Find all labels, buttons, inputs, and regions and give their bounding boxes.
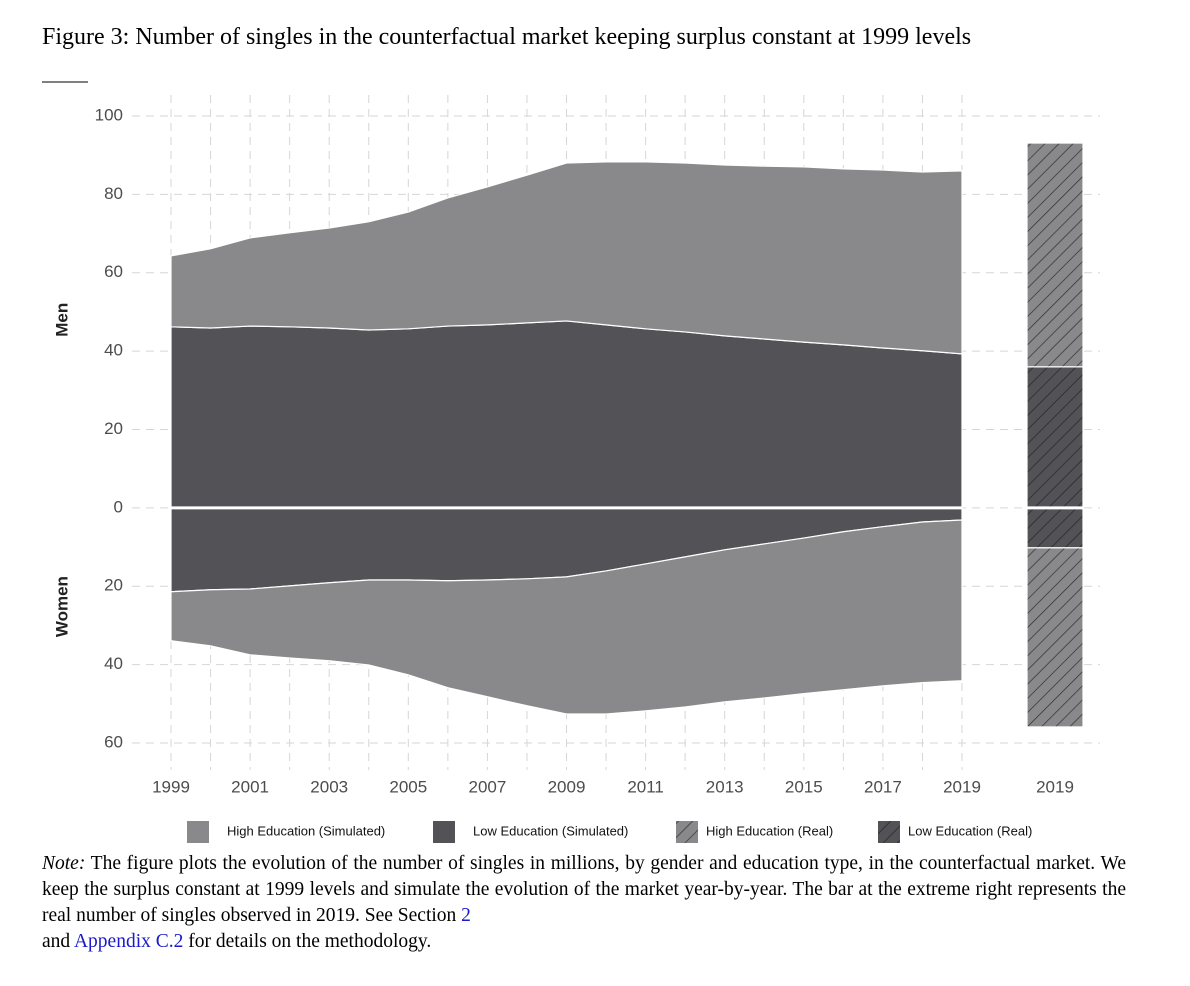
y-tick-label: 40 <box>104 341 123 360</box>
y-tick-label: 60 <box>104 732 123 751</box>
legend-swatch <box>187 821 209 843</box>
x-tick-label: 2011 <box>627 777 664 796</box>
note-text: The figure plots the evolution of the nu… <box>42 853 1126 926</box>
note-label: Note: <box>42 853 86 874</box>
legend-swatch <box>433 821 455 843</box>
area <box>170 320 963 509</box>
legend-label: Low Education (Simulated) <box>473 823 628 838</box>
legend-label: High Education (Simulated) <box>227 823 385 838</box>
y-tick-label: 20 <box>104 419 123 438</box>
plot <box>170 142 1084 728</box>
labels: 60 40 20 0 20 40 60 80 100 1999 2001 2003 2005 2007 20… <box>52 105 1074 843</box>
note-text: and <box>42 931 71 952</box>
legend-label: High Education (Real) <box>706 823 833 838</box>
x-tick-label: 2019 <box>943 777 981 796</box>
y-tick-label: 100 <box>95 105 123 124</box>
group-label: Women <box>52 576 71 637</box>
real-bar <box>1026 547 1084 728</box>
legend-swatch <box>878 821 900 843</box>
x-tick-label: 2017 <box>864 777 902 796</box>
y-tick-label: 20 <box>104 576 123 595</box>
x-tick-label: 1999 <box>152 777 190 796</box>
x-tick-label: 2003 <box>310 777 348 796</box>
note-text: for details on the methodology. <box>188 931 432 952</box>
real-bar <box>1026 366 1084 509</box>
figure-note: Note: The figure plots the evolution of … <box>42 851 1126 955</box>
appendix-link[interactable]: Appendix C.2 <box>73 931 184 952</box>
x-tick-label: 2019 <box>1036 777 1074 796</box>
area <box>170 161 963 355</box>
x-tick-label: 2007 <box>468 777 506 796</box>
section-link[interactable]: 2 <box>461 905 471 926</box>
figure-title: Figure 3: Number of singles in the count… <box>42 24 972 50</box>
x-tick-label: 2015 <box>785 777 823 796</box>
group-label: Men <box>52 303 71 337</box>
real-bar <box>1026 142 1084 368</box>
x-tick-label: 2009 <box>548 777 586 796</box>
x-tick-label: 2005 <box>389 777 427 796</box>
x-tick-label: 2001 <box>231 777 269 796</box>
y-tick-label: 60 <box>104 262 123 281</box>
area <box>170 519 963 715</box>
x-tick-label: 2013 <box>706 777 744 796</box>
legend-swatch <box>676 821 698 843</box>
y-tick-label: 40 <box>104 654 123 673</box>
legend-label: Low Education (Real) <box>908 823 1032 838</box>
y-tick-label: 0 <box>114 497 123 516</box>
y-tick-label: 80 <box>104 184 123 203</box>
real-bar <box>1026 507 1084 549</box>
